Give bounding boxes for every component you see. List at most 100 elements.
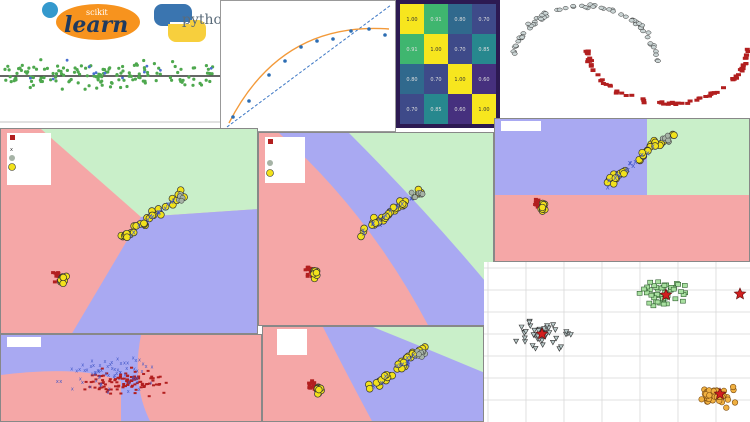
fit-data-point <box>315 39 319 43</box>
cluster-point-yellow <box>651 142 659 150</box>
scatter-point <box>129 74 133 78</box>
scatter-point <box>108 85 113 89</box>
moon-cluster-grey <box>510 2 661 63</box>
blob-point-blue: x <box>134 376 137 382</box>
centroid-star <box>659 288 673 301</box>
heatmap-cell <box>400 94 424 124</box>
two-moons-plot <box>510 2 750 106</box>
cluster-point-grey <box>419 191 426 197</box>
blob-point-red <box>100 367 104 370</box>
scatter-point <box>187 75 191 79</box>
cluster-point-blue: x <box>640 151 644 159</box>
blob-point-red <box>114 378 117 381</box>
fit-data-point <box>283 59 287 63</box>
green-square-point <box>660 301 667 307</box>
heatmap-cell-value: 0.60 <box>478 77 489 83</box>
legend-box <box>7 337 41 347</box>
moon-point-red <box>711 91 717 95</box>
blob-point-blue: x <box>108 387 111 393</box>
grey-triangle-point <box>552 327 559 333</box>
moon-point-red <box>744 53 750 57</box>
sklearn-scatter-plot <box>0 2 222 123</box>
moon-point-red <box>744 47 750 51</box>
blob-point-red <box>88 385 92 388</box>
python-logo <box>154 4 206 42</box>
blob-point-blue: x <box>127 380 130 386</box>
heatmap-cell <box>472 4 496 34</box>
legend-marker-yellow <box>8 163 16 171</box>
legend-box <box>277 329 307 355</box>
scatter-point <box>4 78 8 82</box>
scatter-point <box>76 70 80 74</box>
cluster-point-blue: x <box>132 228 136 236</box>
scatter-point-blue <box>145 64 149 68</box>
scatter-point <box>78 72 82 76</box>
cluster-point-grey <box>665 137 672 144</box>
heatmap-cell <box>448 4 472 34</box>
blob-point-red <box>117 377 121 380</box>
moon-point-red <box>707 94 712 98</box>
green-square-point <box>647 287 653 292</box>
scatter-point-blue <box>51 77 55 81</box>
blob-point-red <box>104 388 108 391</box>
region-red-left <box>1 371 121 421</box>
cluster-point-red <box>55 272 59 276</box>
blob-point-red <box>133 383 137 386</box>
setosa-cluster-points <box>51 271 70 288</box>
cluster-point-yellow <box>389 203 398 212</box>
scatter-point <box>100 83 104 87</box>
cluster-point-blue: x <box>624 165 628 173</box>
scatter-point <box>84 66 88 70</box>
moon-point-red <box>607 84 613 88</box>
moon-point-red <box>603 82 609 86</box>
moon-point-grey <box>653 52 659 57</box>
cluster-point-blue: x <box>405 357 409 365</box>
moon-point-red <box>640 97 646 101</box>
moon-point-red <box>669 100 675 104</box>
green-square-point <box>636 290 643 296</box>
heatmap-cell <box>400 34 424 64</box>
moon-cluster-red <box>583 47 750 106</box>
blob-point-blue: x <box>136 379 139 385</box>
scatter-point <box>9 80 13 84</box>
centroid-star <box>535 327 549 340</box>
cluster-point-blue: x <box>628 159 632 167</box>
blob-point-blue: x <box>99 383 102 389</box>
fit-data-point <box>299 45 303 49</box>
moon-point-grey <box>525 21 532 26</box>
legend-marker-yellow <box>266 169 274 177</box>
cluster-point-blue: x <box>156 208 160 216</box>
scatter-point <box>117 78 121 82</box>
cluster-point-red <box>308 386 313 390</box>
sklearn-logo-dot <box>42 2 58 18</box>
cluster-point-yellow <box>399 358 408 367</box>
blob-point-blue: x <box>97 369 100 375</box>
cluster-point-yellow <box>620 169 628 178</box>
moon-point-grey <box>622 14 629 19</box>
cluster-point-blue: x <box>380 379 384 387</box>
scatter-point <box>65 68 69 72</box>
moon-point-red <box>588 63 594 67</box>
moon-point-red <box>743 56 749 60</box>
scatter-point <box>96 75 100 79</box>
cluster-point-blue: x <box>413 353 417 361</box>
scatter-point <box>79 64 83 68</box>
scatter-point <box>45 66 50 70</box>
moon-point-red <box>743 62 749 66</box>
moon-point-red <box>679 101 685 105</box>
moon-point-grey <box>537 16 544 21</box>
cluster-point-blue: x <box>400 200 404 208</box>
cluster-point-blue: x <box>171 197 175 205</box>
heatmap-cell <box>424 4 448 34</box>
blob-point-blue: x <box>125 366 128 372</box>
orange-circle-point <box>723 404 730 411</box>
blob-point-blue: x <box>59 379 62 385</box>
blob-point-red <box>130 385 134 388</box>
blob-point-red <box>122 383 126 385</box>
moon-point-red <box>673 103 679 106</box>
setosa-cluster-points <box>303 265 321 283</box>
cluster-point-yellow <box>148 211 157 220</box>
cluster-point-yellow <box>365 384 374 393</box>
